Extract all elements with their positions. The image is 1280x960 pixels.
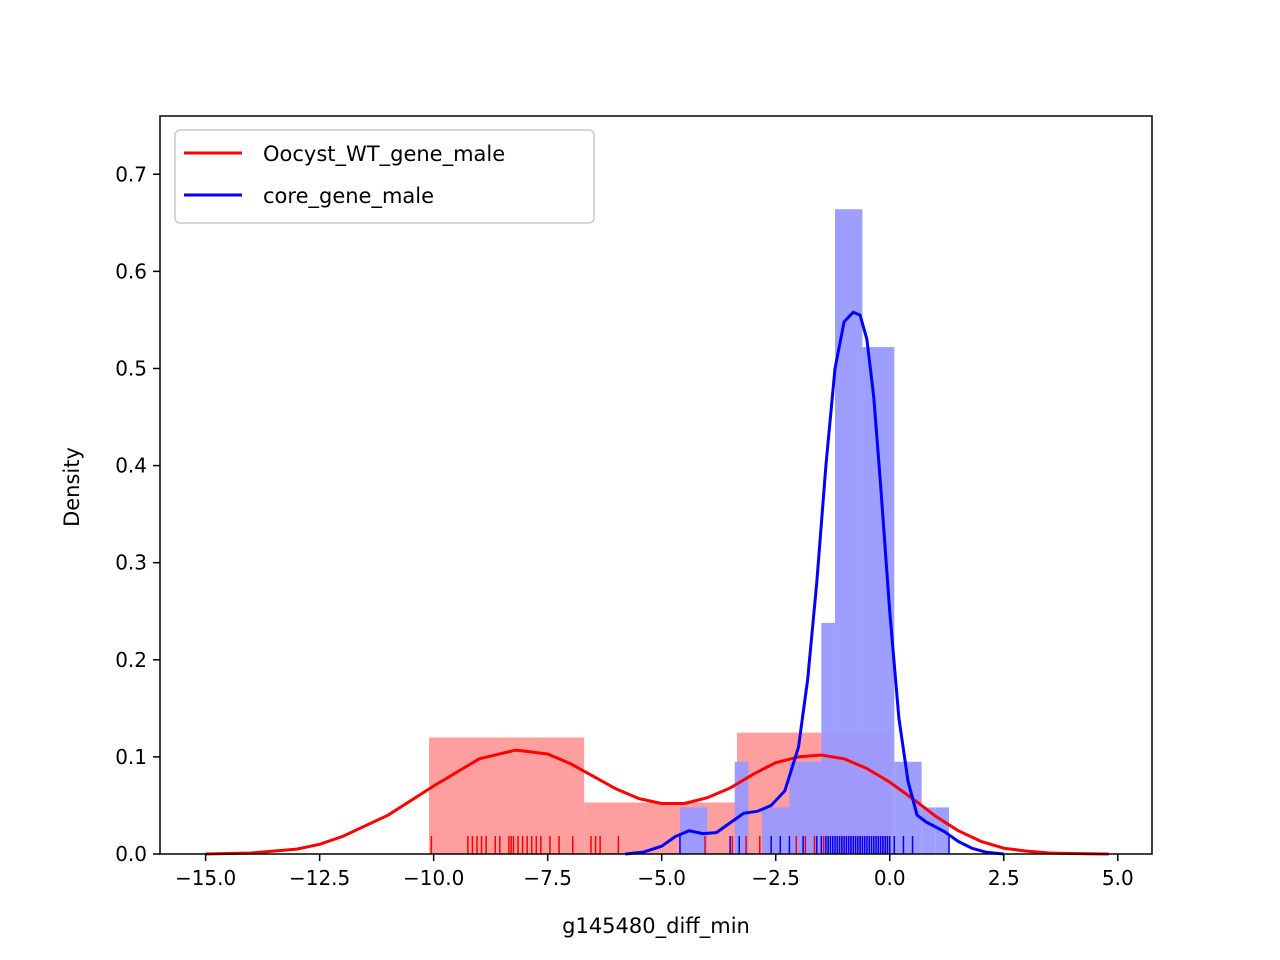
- legend-box: [174, 129, 595, 224]
- x-tick-label: −5.0: [637, 866, 686, 890]
- hist-bar-core-8: [921, 807, 936, 854]
- x-tick-label: −7.5: [523, 866, 572, 890]
- x-tick-label: −15.0: [175, 866, 236, 890]
- plot-frame: [159, 115, 1153, 855]
- x-tick-label: 2.5: [988, 866, 1020, 890]
- hist-bar-core-4: [821, 622, 836, 854]
- hist-bar-oocyst-0: [429, 737, 585, 854]
- y-tick-label: 0.4: [115, 454, 147, 478]
- kde-line-oocyst: [205, 748, 1109, 856]
- y-tick-label: 0.7: [115, 162, 147, 186]
- y-tick-label: 0.5: [115, 356, 147, 380]
- legend: Oocyst_WT_gene_male core_gene_male: [174, 129, 595, 224]
- x-tick-label: −2.5: [751, 866, 800, 890]
- y-tick-label: 0.0: [115, 842, 147, 866]
- y-tick-label: 0.3: [115, 551, 147, 575]
- x-tick-label: 5.0: [1102, 866, 1134, 890]
- y-tick-label: 0.6: [115, 259, 147, 283]
- hist-bar-core-2: [762, 807, 790, 854]
- y-tick-label: 0.1: [115, 745, 147, 769]
- x-axis-label: g145480_diff_min: [562, 914, 750, 939]
- kde-line-core: [625, 310, 1004, 856]
- y-axis-label: Density: [60, 447, 84, 527]
- x-tick-label: 0.0: [874, 866, 906, 890]
- legend-label-core: core_gene_male: [263, 184, 434, 209]
- y-tick-label: 0.2: [115, 648, 147, 672]
- x-tick-label: −10.0: [403, 866, 464, 890]
- x-tick-label: −12.5: [289, 866, 350, 890]
- legend-label-oocyst: Oocyst_WT_gene_male: [263, 142, 505, 167]
- plot-area: [205, 209, 1109, 856]
- axes: −15.0 −12.5 −10.0 −7.5 −5.0 −2.5 0.0 2.5 5.0 0.0 0…: [115, 162, 1134, 890]
